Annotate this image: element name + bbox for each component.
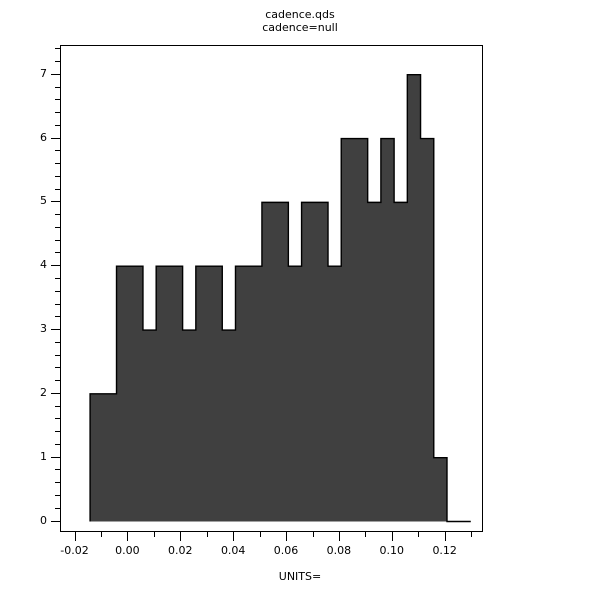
x-tick-minor bbox=[101, 532, 102, 537]
histogram-bars bbox=[61, 46, 482, 531]
y-tick-label: 0 bbox=[40, 513, 47, 527]
x-tick-label: 0.12 bbox=[432, 544, 457, 557]
y-tick-minor bbox=[55, 150, 60, 152]
x-tick-minor bbox=[418, 532, 420, 537]
y-tick-major bbox=[51, 329, 60, 330]
x-tick-label: -0.02 bbox=[60, 544, 89, 557]
x-tick-minor bbox=[471, 532, 473, 537]
y-tick-minor bbox=[55, 112, 60, 113]
chart-title-block: cadence.qds cadence=null bbox=[0, 8, 600, 34]
y-tick-label: 1 bbox=[40, 449, 47, 463]
y-tick-minor bbox=[55, 354, 60, 356]
y-tick-minor bbox=[55, 482, 60, 484]
y-tick-major bbox=[51, 265, 60, 267]
y-tick-minor bbox=[55, 495, 60, 496]
y-tick-minor bbox=[55, 367, 60, 369]
chart-subtitle: cadence=null bbox=[262, 21, 338, 34]
y-tick-label: 3 bbox=[40, 322, 47, 335]
y-tick-minor bbox=[55, 380, 60, 382]
y-tick-major bbox=[51, 392, 60, 394]
y-tick-minor bbox=[55, 290, 60, 292]
x-tick-major bbox=[444, 532, 446, 541]
y-tick-label: 7 bbox=[40, 66, 47, 80]
y-tick-major bbox=[51, 137, 60, 139]
x-tick-minor bbox=[259, 532, 261, 537]
x-tick-label: 0.00 bbox=[115, 544, 140, 557]
histogram-outline bbox=[89, 74, 471, 523]
y-tick-major bbox=[51, 520, 60, 522]
y-tick-minor bbox=[55, 443, 60, 445]
y-tick-minor bbox=[55, 226, 60, 228]
y-tick-minor bbox=[55, 214, 60, 216]
x-tick-label: 0.06 bbox=[273, 544, 299, 557]
y-tick-minor bbox=[55, 48, 60, 50]
y-tick-minor bbox=[55, 469, 60, 471]
x-tick-minor bbox=[206, 532, 208, 537]
y-axis: 0 1 2 3 4 5 6 7 bbox=[0, 0, 60, 600]
x-tick-minor bbox=[365, 532, 367, 537]
plot-area bbox=[60, 45, 483, 532]
x-tick-label: 0.10 bbox=[379, 544, 405, 557]
x-tick-major bbox=[233, 532, 235, 541]
y-tick-label: 2 bbox=[40, 385, 47, 399]
x-tick-major bbox=[127, 532, 129, 541]
y-tick-minor bbox=[55, 163, 60, 165]
y-tick-major bbox=[51, 201, 60, 203]
y-tick-minor bbox=[55, 303, 60, 305]
x-tick-minor bbox=[153, 532, 155, 537]
y-tick-major bbox=[51, 73, 60, 75]
x-tick-major bbox=[391, 532, 393, 541]
y-tick-minor bbox=[55, 188, 60, 190]
x-tick-major bbox=[180, 532, 182, 541]
y-tick-label: 4 bbox=[40, 258, 47, 272]
y-tick-minor bbox=[55, 252, 60, 254]
histogram-fill bbox=[90, 74, 471, 522]
y-tick-minor bbox=[55, 175, 60, 177]
x-tick-major bbox=[338, 532, 340, 541]
x-tick-minor bbox=[312, 532, 314, 537]
y-tick-minor bbox=[55, 316, 60, 318]
y-tick-minor bbox=[55, 86, 60, 88]
x-tick-label: 0.08 bbox=[326, 544, 352, 557]
x-axis: UNITS= -0.02 0.00 0.02 0.04 0.06 0.08 0.10 0.12 bbox=[0, 532, 600, 600]
x-tick-label: 0.02 bbox=[168, 544, 193, 557]
y-tick-major bbox=[51, 456, 60, 458]
x-tick-major bbox=[74, 532, 76, 541]
y-tick-minor bbox=[55, 405, 60, 407]
page-title: cadence.qds bbox=[265, 8, 335, 21]
y-tick-minor bbox=[55, 99, 60, 101]
y-tick-minor bbox=[55, 61, 60, 62]
y-tick-minor bbox=[55, 341, 60, 343]
y-tick-minor bbox=[55, 239, 60, 241]
x-axis-title: UNITS= bbox=[278, 570, 322, 583]
x-tick-major bbox=[286, 532, 287, 541]
y-tick-minor bbox=[55, 507, 60, 509]
y-tick-label: 6 bbox=[40, 130, 47, 144]
y-tick-minor bbox=[55, 124, 60, 126]
y-tick-minor bbox=[55, 278, 60, 279]
y-tick-minor bbox=[55, 431, 60, 433]
y-tick-minor bbox=[55, 418, 60, 420]
histogram-silhouette bbox=[89, 74, 471, 523]
y-tick-label: 5 bbox=[40, 194, 47, 208]
x-tick-label: 0.04 bbox=[220, 544, 246, 557]
